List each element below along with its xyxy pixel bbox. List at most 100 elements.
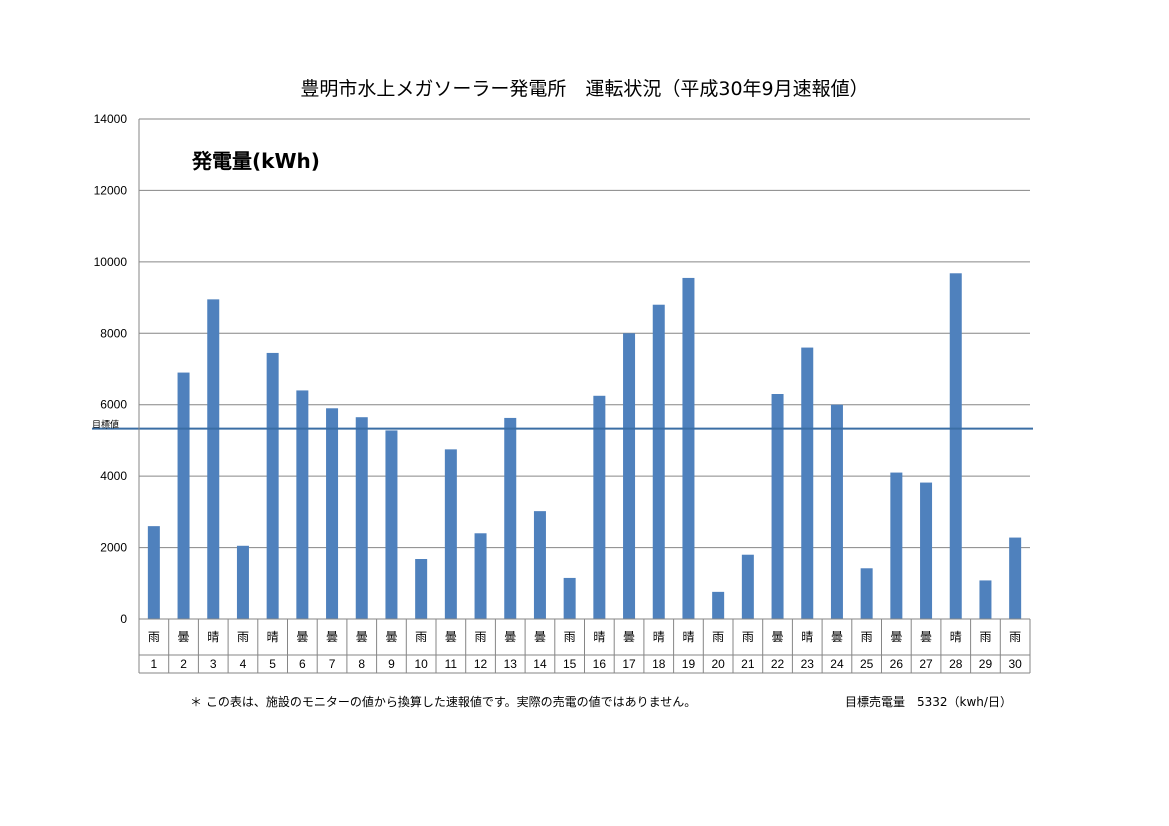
x-tick-label: 14 bbox=[533, 657, 547, 671]
x-tick-label: 18 bbox=[652, 657, 666, 671]
bar bbox=[890, 472, 903, 619]
weather-label: 曇 bbox=[326, 630, 338, 644]
weather-label: 雨 bbox=[564, 630, 576, 644]
bar bbox=[415, 559, 428, 619]
weather-label: 晴 bbox=[682, 630, 694, 644]
weather-label: 雨 bbox=[1009, 630, 1021, 644]
bar bbox=[474, 533, 487, 619]
weather-label: 曇 bbox=[534, 630, 546, 644]
x-tick-label: 20 bbox=[711, 657, 725, 671]
x-tick-label: 29 bbox=[979, 657, 993, 671]
weather-label: 雨 bbox=[742, 630, 754, 644]
bar bbox=[236, 545, 249, 619]
weather-label: 雨 bbox=[712, 630, 724, 644]
bar bbox=[682, 277, 695, 619]
y-tick-label: 0 bbox=[120, 612, 127, 626]
weather-label: 雨 bbox=[148, 630, 160, 644]
bar bbox=[771, 394, 784, 619]
bar bbox=[830, 404, 843, 619]
x-tick-label: 3 bbox=[210, 657, 217, 671]
bar bbox=[563, 577, 576, 619]
bar bbox=[296, 390, 309, 619]
y-tick-label: 12000 bbox=[94, 183, 128, 197]
x-tick-label: 13 bbox=[504, 657, 518, 671]
y-tick-label: 4000 bbox=[100, 469, 127, 483]
chart-title: 豊明市水上メガソーラー発電所 運転状況（平成30年9月速報値） bbox=[300, 78, 869, 100]
bar bbox=[504, 417, 517, 619]
bar bbox=[652, 304, 665, 619]
weather-label: 雨 bbox=[415, 630, 427, 644]
weather-label: 晴 bbox=[950, 630, 962, 644]
x-tick-label: 7 bbox=[329, 657, 336, 671]
x-tick-label: 16 bbox=[593, 657, 607, 671]
x-tick-label: 17 bbox=[622, 657, 636, 671]
weather-label: 曇 bbox=[504, 630, 516, 644]
x-tick-label: 12 bbox=[474, 657, 488, 671]
x-tick-label: 2 bbox=[180, 657, 187, 671]
bar bbox=[177, 372, 190, 619]
y-tick-label: 14000 bbox=[94, 112, 128, 126]
x-tick-label: 8 bbox=[358, 657, 365, 671]
bar bbox=[355, 417, 368, 619]
weather-label: 雨 bbox=[861, 630, 873, 644]
inner-chart-title: 発電量(kWh) bbox=[191, 149, 320, 173]
bar bbox=[949, 273, 962, 619]
weather-label: 曇 bbox=[772, 630, 784, 644]
bar bbox=[385, 430, 398, 619]
bar bbox=[712, 591, 725, 619]
x-tick-label: 27 bbox=[919, 657, 933, 671]
weather-label: 曇 bbox=[356, 630, 368, 644]
x-tick-label: 19 bbox=[682, 657, 696, 671]
weather-label: 雨 bbox=[237, 630, 249, 644]
x-tick-label: 21 bbox=[741, 657, 755, 671]
target-note: 目標売電量 5332（kwh/日） bbox=[845, 695, 1012, 709]
bar bbox=[920, 482, 933, 619]
target-line-label: 目標値 bbox=[92, 419, 119, 431]
bar bbox=[801, 347, 814, 619]
x-tick-label: 24 bbox=[830, 657, 844, 671]
weather-label: 晴 bbox=[593, 630, 605, 644]
weather-label: 曇 bbox=[445, 630, 457, 644]
weather-label: 曇 bbox=[385, 630, 397, 644]
footnote: ＊ この表は、施設のモニターの値から換算した速報値です。実際の売電の値ではありま… bbox=[190, 695, 697, 709]
bar bbox=[533, 511, 546, 619]
bar bbox=[979, 580, 992, 619]
weather-label: 曇 bbox=[178, 630, 190, 644]
y-tick-label: 8000 bbox=[100, 326, 127, 340]
x-tick-label: 6 bbox=[299, 657, 306, 671]
bar bbox=[860, 568, 873, 619]
weather-label: 晴 bbox=[207, 630, 219, 644]
bar bbox=[266, 352, 279, 619]
bar bbox=[207, 299, 220, 619]
x-tick-label: 22 bbox=[771, 657, 785, 671]
bar bbox=[147, 526, 160, 619]
weather-label: 雨 bbox=[979, 630, 991, 644]
y-tick-label: 10000 bbox=[94, 255, 128, 269]
x-tick-label: 26 bbox=[890, 657, 904, 671]
weather-label: 雨 bbox=[475, 630, 487, 644]
axes: 0 2000 4000 6000 8000 10000 12000 14000 目標値 bbox=[92, 112, 140, 673]
x-tick-label: 28 bbox=[949, 657, 963, 671]
weather-label: 曇 bbox=[831, 630, 843, 644]
weather-label: 曇 bbox=[890, 630, 902, 644]
bar bbox=[1009, 537, 1022, 619]
weather-label: 曇 bbox=[296, 630, 308, 644]
x-tick-label: 23 bbox=[801, 657, 815, 671]
bars bbox=[92, 273, 1033, 619]
x-tick-label: 25 bbox=[860, 657, 874, 671]
weather-label: 晴 bbox=[267, 630, 279, 644]
category-table: 雨 1 曇 2 晴 3 雨 4 晴 5 曇 6 曇 7 曇 8 曇 9 雨 10 曇 11 雨 12 曇 13 曇 14 雨 15 晴 16 曇… bbox=[138, 618, 1031, 674]
x-tick-label: 10 bbox=[414, 657, 428, 671]
y-tick-label: 6000 bbox=[100, 398, 127, 412]
weather-label: 曇 bbox=[920, 630, 932, 644]
bar bbox=[741, 554, 754, 619]
x-tick-label: 11 bbox=[445, 657, 458, 671]
x-tick-label: 15 bbox=[563, 657, 577, 671]
bar bbox=[593, 395, 606, 619]
x-tick-label: 1 bbox=[151, 657, 158, 671]
x-tick-label: 9 bbox=[388, 657, 395, 671]
weather-label: 晴 bbox=[653, 630, 665, 644]
y-tick-label: 2000 bbox=[100, 541, 127, 555]
bar bbox=[623, 333, 636, 619]
